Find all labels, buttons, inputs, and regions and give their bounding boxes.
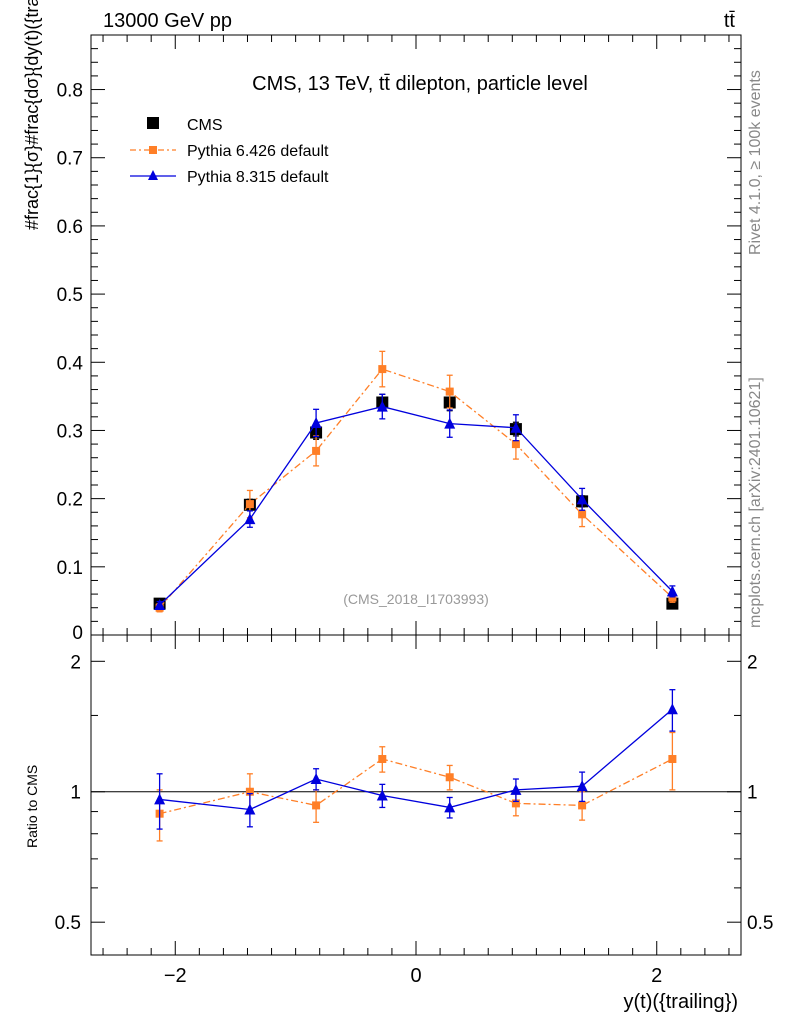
- x-axis-label: y(t)({trailing}): [624, 991, 738, 1013]
- x-tick-label: 2: [651, 965, 662, 987]
- data-point-pythia6: [511, 440, 520, 449]
- data-point-pythia6: [445, 387, 454, 396]
- data-point-pythia8: [154, 599, 166, 610]
- data-point-pythia8-ratio: [510, 783, 522, 795]
- main-y-tick-label: 0.7: [57, 149, 83, 170]
- legend: CMS Pythia 6.426 default Pythia 8.315 de…: [130, 117, 329, 186]
- x-tick-label: −2: [164, 965, 187, 987]
- legend-cms-label: CMS: [187, 117, 223, 134]
- ratio-plot-data: [154, 689, 678, 842]
- data-point-pythia6: [245, 500, 254, 509]
- data-point-pythia8: [310, 416, 322, 428]
- x-axis: −2 0 2: [102, 35, 730, 987]
- main-y-tick-label: 0.2: [57, 490, 83, 511]
- ratio-y-axis: 0.5 0.5 1 1 2 2: [55, 652, 774, 934]
- legend-pythia8-marker: [148, 170, 158, 180]
- main-plot-data: [153, 350, 679, 613]
- data-point-pythia8-ratio: [310, 773, 322, 785]
- ratio-y-tick-label: 1: [70, 783, 81, 804]
- data-point-pythia6-ratio: [378, 755, 387, 764]
- data-point-pythia6-ratio: [245, 787, 254, 796]
- data-point-pythia8: [376, 400, 388, 412]
- data-point-pythia6: [578, 510, 587, 519]
- ratio-y-tick-label-right: 1: [747, 783, 758, 804]
- mcplots-label: mcplots.cern.ch [arXiv:2401.10621]: [747, 377, 764, 628]
- main-y-tick-label: 0.1: [57, 558, 83, 579]
- series-line-pythia6: [159, 368, 673, 609]
- legend-pythia8-label: Pythia 8.315 default: [187, 169, 329, 186]
- data-point-pythia8: [444, 417, 456, 429]
- process-label: tt̄: [724, 10, 736, 32]
- main-y-axis: 0.1 0.2 0.3 0.4 0.5 0.6 0.7 0.8 0: [57, 48, 741, 644]
- data-point-pythia8-ratio: [244, 803, 256, 815]
- main-y-tick-label: 0.3: [57, 421, 83, 442]
- series-line-pythia6-ratio: [159, 758, 673, 815]
- data-point-pythia8: [510, 421, 522, 433]
- ratio-panel-frame: [90, 634, 742, 956]
- main-y-axis-label: #frac{1}{σ}#frac{dσ}{dy(t)({trailing})}: [22, 0, 42, 230]
- data-point-pythia8-ratio: [154, 793, 166, 805]
- data-point-pythia6-ratio: [668, 755, 677, 764]
- chart-title: CMS, 13 TeV, tt̄ dilepton, particle leve…: [252, 73, 588, 95]
- data-point-pythia8-ratio: [444, 801, 456, 813]
- ratio-y-tick-label: 0.5: [55, 913, 81, 934]
- ratio-y-tick-label-right: 0.5: [747, 913, 773, 934]
- energy-label: 13000 GeV pp: [103, 10, 232, 32]
- data-point-pythia6-ratio: [578, 801, 587, 810]
- data-point-pythia6: [668, 593, 677, 602]
- rivet-label: Rivet 4.1.0, ≥ 100k events: [747, 70, 764, 255]
- legend-pythia6-label: Pythia 6.426 default: [187, 143, 329, 160]
- data-point-pythia6: [378, 365, 387, 374]
- data-point-pythia8-ratio: [666, 703, 678, 715]
- main-y-tick-label: 0.5: [57, 285, 83, 306]
- data-point-pythia8: [666, 585, 678, 597]
- data-point-pythia8: [576, 493, 588, 505]
- data-point-pythia8: [244, 513, 256, 525]
- main-y-zero-label: 0: [72, 623, 83, 644]
- ratio-y-tick-label: 2: [70, 652, 81, 673]
- analysis-watermark: (CMS_2018_I1703993): [343, 591, 489, 607]
- legend-cms-marker: [147, 117, 159, 129]
- data-point-pythia6: [312, 446, 321, 455]
- main-y-tick-label: 0.6: [57, 217, 83, 238]
- series-line-pythia8: [159, 405, 673, 606]
- x-tick-label: 0: [410, 965, 421, 987]
- ratio-y-tick-label-right: 2: [747, 652, 758, 673]
- data-point-pythia8-ratio: [576, 780, 588, 792]
- data-point-pythia6-ratio: [445, 773, 454, 782]
- main-y-tick-label: 0.8: [57, 81, 83, 102]
- ratio-y-axis-label: Ratio to CMS: [24, 765, 40, 848]
- data-point-pythia6-ratio: [511, 799, 520, 808]
- data-point-pythia6-ratio: [312, 801, 321, 810]
- legend-pythia6-marker: [149, 146, 157, 154]
- main-y-tick-label: 0.4: [57, 353, 84, 374]
- series-line-pythia8-ratio: [159, 708, 673, 811]
- data-point-pythia8-ratio: [376, 789, 388, 801]
